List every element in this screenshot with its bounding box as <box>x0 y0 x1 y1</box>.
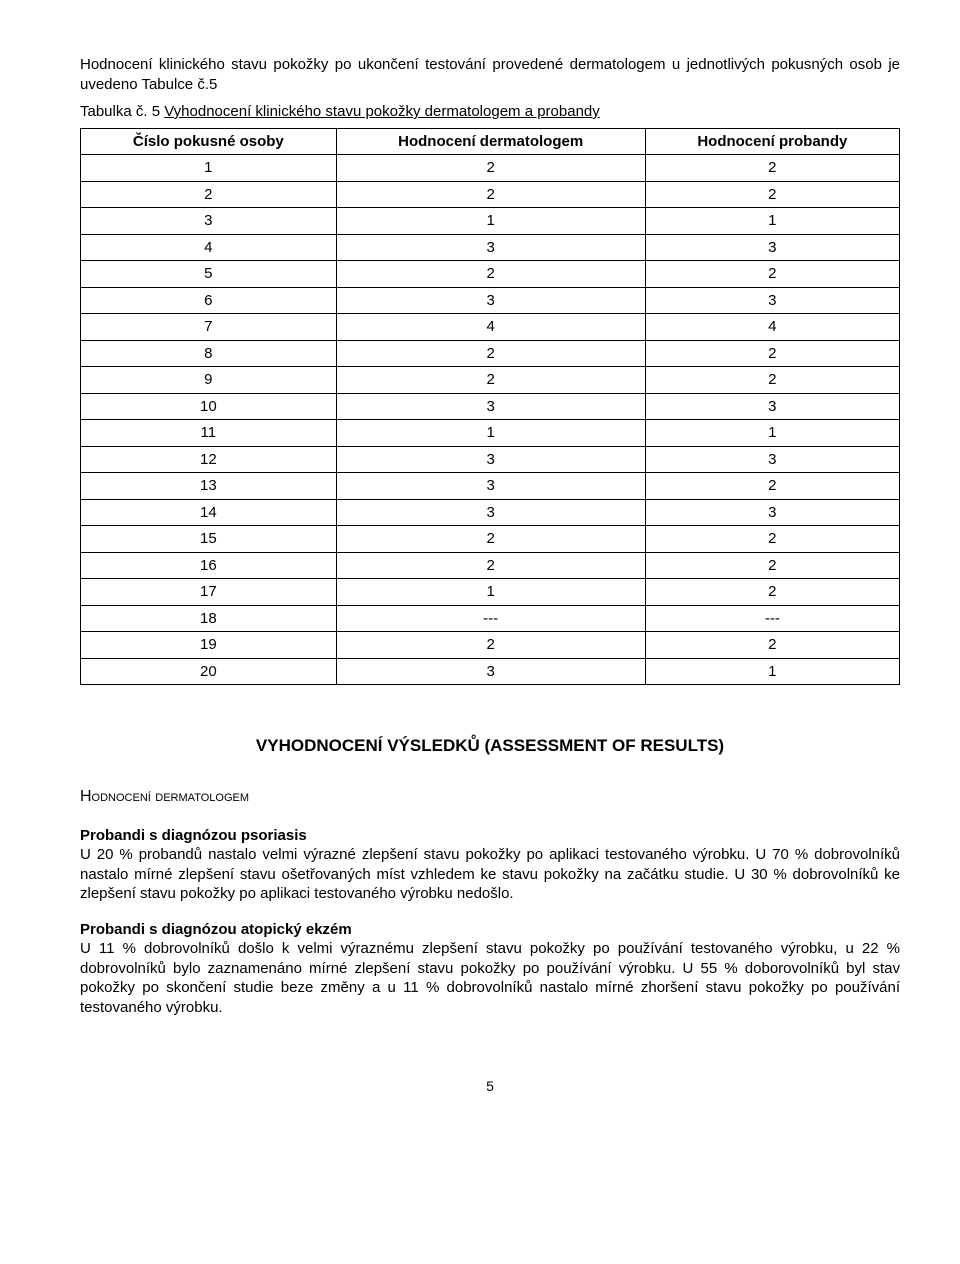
table-cell: 4 <box>336 314 645 341</box>
table-cell: 2 <box>336 632 645 659</box>
block2-body: U 11 % dobrovolníků došlo k velmi výrazn… <box>80 939 900 1017</box>
table-cell: 2 <box>336 261 645 288</box>
table-cell: 3 <box>645 287 899 314</box>
table-cell: 1 <box>336 208 645 235</box>
table-cell: 3 <box>336 658 645 685</box>
table-cell: 2 <box>336 340 645 367</box>
table-row: 1233 <box>81 446 900 473</box>
caption-underlined: Vyhodnocení klinického stavu pokožky der… <box>164 103 600 120</box>
table-row: 822 <box>81 340 900 367</box>
table-cell: 3 <box>336 499 645 526</box>
col-header: Hodnocení probandy <box>645 128 899 155</box>
table-row: 311 <box>81 208 900 235</box>
table-cell: 9 <box>81 367 337 394</box>
table-cell: 18 <box>81 605 337 632</box>
table-cell: 4 <box>81 234 337 261</box>
table-cell: 2 <box>645 526 899 553</box>
table-caption: Tabulka č. 5 Vyhodnocení klinického stav… <box>80 102 900 122</box>
table-row: 1433 <box>81 499 900 526</box>
table-cell: 1 <box>336 579 645 606</box>
intro-paragraph: Hodnocení klinického stavu pokožky po uk… <box>80 55 900 94</box>
table-row: 1622 <box>81 552 900 579</box>
table-cell: 3 <box>336 473 645 500</box>
table-cell: 3 <box>336 287 645 314</box>
table-cell: 3 <box>336 234 645 261</box>
table-cell: --- <box>645 605 899 632</box>
table-row: 1522 <box>81 526 900 553</box>
table-cell: 2 <box>645 632 899 659</box>
table-cell: 2 <box>81 181 337 208</box>
table-row: 1922 <box>81 632 900 659</box>
table-row: 922 <box>81 367 900 394</box>
table-cell: --- <box>336 605 645 632</box>
table-cell: 10 <box>81 393 337 420</box>
table-cell: 2 <box>645 552 899 579</box>
table-row: 522 <box>81 261 900 288</box>
table-cell: 2 <box>645 181 899 208</box>
table-cell: 2 <box>336 526 645 553</box>
table-cell: 3 <box>81 208 337 235</box>
col-header: Hodnocení dermatologem <box>336 128 645 155</box>
table-cell: 2 <box>336 181 645 208</box>
table-row: 2031 <box>81 658 900 685</box>
table-cell: 3 <box>645 499 899 526</box>
table-row: 122 <box>81 155 900 182</box>
table-cell: 2 <box>336 155 645 182</box>
table-row: 1033 <box>81 393 900 420</box>
table-cell: 2 <box>645 155 899 182</box>
table-cell: 3 <box>645 393 899 420</box>
block1-title: Probandi s diagnózou psoriasis <box>80 826 900 846</box>
table-cell: 1 <box>645 420 899 447</box>
table-cell: 13 <box>81 473 337 500</box>
table-cell: 4 <box>645 314 899 341</box>
table-cell: 20 <box>81 658 337 685</box>
table-cell: 6 <box>81 287 337 314</box>
table-cell: 12 <box>81 446 337 473</box>
table-cell: 1 <box>336 420 645 447</box>
table-cell: 16 <box>81 552 337 579</box>
table-cell: 14 <box>81 499 337 526</box>
table-cell: 1 <box>81 155 337 182</box>
table-cell: 2 <box>336 552 645 579</box>
table-cell: 5 <box>81 261 337 288</box>
table-cell: 3 <box>336 393 645 420</box>
table-cell: 17 <box>81 579 337 606</box>
table-cell: 3 <box>645 446 899 473</box>
table-row: 1332 <box>81 473 900 500</box>
table-cell: 2 <box>645 340 899 367</box>
block1-body: U 20 % probandů nastalo velmi výrazné zl… <box>80 845 900 904</box>
table-cell: 2 <box>645 579 899 606</box>
table-header-row: Číslo pokusné osoby Hodnocení dermatolog… <box>81 128 900 155</box>
section-heading: VYHODNOCENÍ VÝSLEDKŮ (ASSESSMENT OF RESU… <box>80 735 900 757</box>
table-cell: 1 <box>645 208 899 235</box>
results-table: Číslo pokusné osoby Hodnocení dermatolog… <box>80 128 900 686</box>
table-cell: 1 <box>645 658 899 685</box>
table-row: 1712 <box>81 579 900 606</box>
sub-heading: Hodnocení dermatologem <box>80 787 900 808</box>
table-cell: 2 <box>645 473 899 500</box>
table-row: 222 <box>81 181 900 208</box>
table-cell: 7 <box>81 314 337 341</box>
table-cell: 8 <box>81 340 337 367</box>
table-cell: 2 <box>336 367 645 394</box>
table-row: 1111 <box>81 420 900 447</box>
table-row: 433 <box>81 234 900 261</box>
table-cell: 3 <box>336 446 645 473</box>
block2-title: Probandi s diagnózou atopický ekzém <box>80 920 900 940</box>
table-cell: 11 <box>81 420 337 447</box>
table-cell: 2 <box>645 261 899 288</box>
caption-prefix: Tabulka č. 5 <box>80 103 164 120</box>
table-cell: 3 <box>645 234 899 261</box>
col-header: Číslo pokusné osoby <box>81 128 337 155</box>
table-cell: 19 <box>81 632 337 659</box>
table-row: 744 <box>81 314 900 341</box>
table-cell: 2 <box>645 367 899 394</box>
table-row: 633 <box>81 287 900 314</box>
table-cell: 15 <box>81 526 337 553</box>
page-number: 5 <box>80 1077 900 1095</box>
table-row: 18------ <box>81 605 900 632</box>
